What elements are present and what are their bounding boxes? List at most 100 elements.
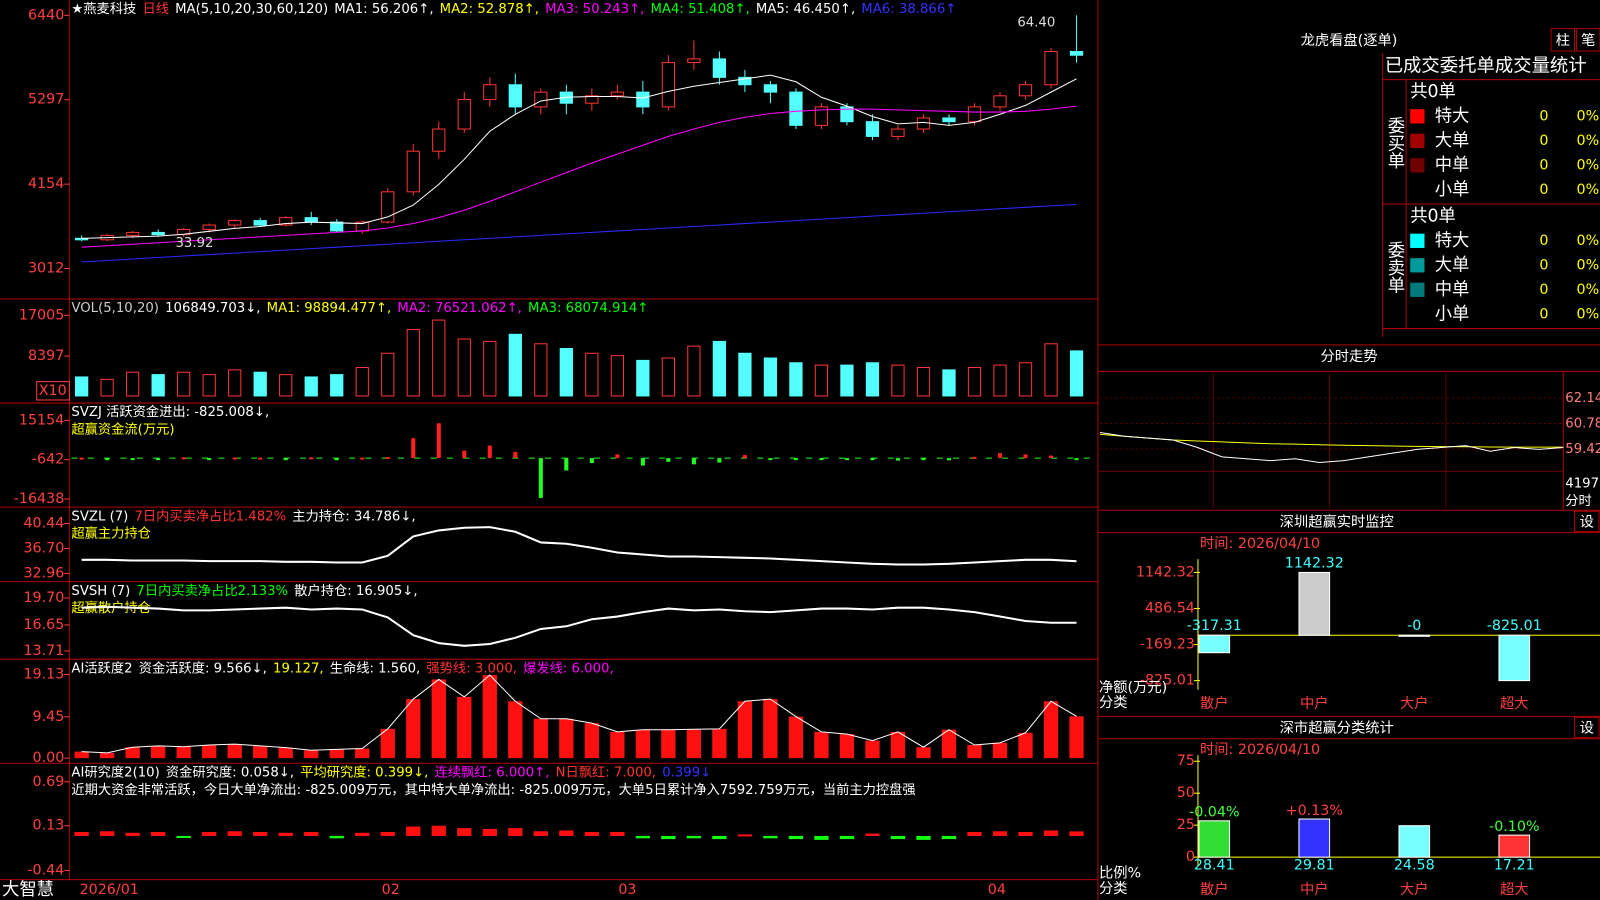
tab-button[interactable] [1550, 28, 1575, 52]
volume-bar [967, 366, 982, 397]
flow-bar [436, 423, 441, 459]
settings-label[interactable]: 设 [1580, 720, 1594, 737]
volume-bar [202, 374, 216, 397]
volume-bar [1044, 343, 1058, 397]
flow-bar [1018, 832, 1033, 836]
category-label: 散户 [1200, 695, 1229, 712]
ma-line [81, 105, 1077, 248]
volume-bar [508, 333, 522, 397]
tab-button[interactable] [1576, 28, 1600, 52]
legend-text: ★燕麦科技 [71, 1, 136, 17]
row-pct: 0% [1577, 133, 1600, 149]
activity-bar [100, 752, 115, 759]
flow-bar [253, 832, 268, 836]
candle-body [610, 91, 624, 97]
candle-body [304, 217, 318, 223]
candle-body [916, 117, 931, 130]
settings-label[interactable]: 设 [1580, 513, 1594, 530]
flow-bar [819, 458, 824, 461]
activity-bar [431, 679, 446, 759]
volume-bar [559, 348, 573, 397]
volume-bar [712, 340, 727, 397]
row-count: 0 [1539, 306, 1548, 322]
legend-text: AI活跃度2 [71, 660, 132, 676]
panel-title: 深市超赢分类统计 [1280, 720, 1394, 737]
flow-bar [1069, 831, 1084, 836]
flow-bar [431, 825, 446, 836]
panel-title: 龙虎看盘(逐单) [1301, 31, 1398, 49]
volume-bar [483, 340, 497, 397]
y-tick-label: 8397 [28, 348, 64, 364]
activity-bar [278, 747, 293, 759]
volume-bar [1018, 362, 1033, 397]
flow-bar [380, 832, 395, 836]
row-count: 0 [1539, 182, 1548, 198]
row-name: 中单 [1435, 280, 1470, 300]
flow-bar [406, 826, 421, 836]
volume-bar [75, 376, 89, 397]
legend-text: MA5: 46.450↑, [756, 2, 855, 17]
bar [1498, 834, 1531, 858]
ma-line [81, 203, 1077, 263]
volume-bar [381, 352, 395, 397]
candle-body [636, 91, 650, 108]
settings-button[interactable] [1573, 510, 1600, 533]
row-name: 小单 [1435, 304, 1470, 324]
row-name: 小单 [1435, 180, 1470, 200]
y-tick-label: 9.45 [33, 709, 65, 725]
activity-bar [737, 701, 753, 759]
bar [1498, 634, 1531, 682]
volume-bar [738, 352, 752, 397]
candle-body [126, 231, 140, 236]
color-swatch [1410, 109, 1425, 124]
row-name: 特大 [1435, 106, 1470, 126]
legend-text: AI研究度2(10) [71, 764, 159, 780]
legend-text: 日线 [142, 1, 169, 17]
volume-bar [228, 369, 242, 397]
tab-label[interactable]: 柱 [1556, 32, 1570, 49]
settings-button[interactable] [1573, 716, 1600, 739]
flow-bar [814, 835, 829, 840]
activity-bar [814, 731, 829, 759]
candle-body [381, 191, 395, 223]
activity-bar [151, 745, 166, 759]
legend-text: 7日内买卖净占比1.482% [134, 508, 286, 524]
candle-body [763, 84, 778, 93]
flow-bar [156, 458, 161, 461]
panel-title: 深圳超赢实时监控 [1280, 513, 1394, 530]
volume-bar [763, 357, 778, 397]
volume-bar [993, 364, 1007, 397]
activity-bar [355, 748, 370, 759]
activity-bar [865, 740, 880, 759]
category-label: 中户 [1300, 881, 1329, 898]
volume-bar [100, 378, 114, 397]
flow-bar [691, 458, 696, 465]
low-annotation: 33.92 [176, 236, 214, 251]
legend-text: 资金研究度: 0.058↓, [166, 764, 294, 780]
activity-bar [916, 747, 931, 759]
legend-text: 强势线: 3.000, [426, 660, 517, 676]
value-label: -825.01 [1487, 618, 1542, 634]
flow-bar [793, 458, 798, 461]
vol-label: 分时 [1565, 493, 1592, 509]
flow-bar [712, 835, 727, 840]
volume-bar [840, 364, 854, 397]
flow-bar [737, 834, 753, 837]
tab-label[interactable]: 笔 [1581, 32, 1595, 49]
flow-bar [151, 832, 166, 836]
flow-bar [589, 458, 594, 464]
flow-bar [763, 835, 778, 839]
activity-bar [329, 749, 344, 759]
flow-bar [482, 828, 497, 836]
legend-text: 平均研究度: 0.399↓, [300, 764, 428, 780]
activity-bar [890, 731, 906, 759]
activity-bar [941, 729, 957, 759]
flow-bar [487, 445, 492, 459]
legend-text: MA6: 38.866↑ [861, 2, 956, 17]
volume-bar [432, 319, 446, 397]
x-axis-title: 分类 [1099, 694, 1128, 711]
volume-bar [687, 345, 701, 397]
legend-text: 资金活跃度: 9.566↓, [139, 660, 267, 676]
candle-body [942, 117, 956, 123]
row-pct: 0% [1577, 282, 1600, 298]
